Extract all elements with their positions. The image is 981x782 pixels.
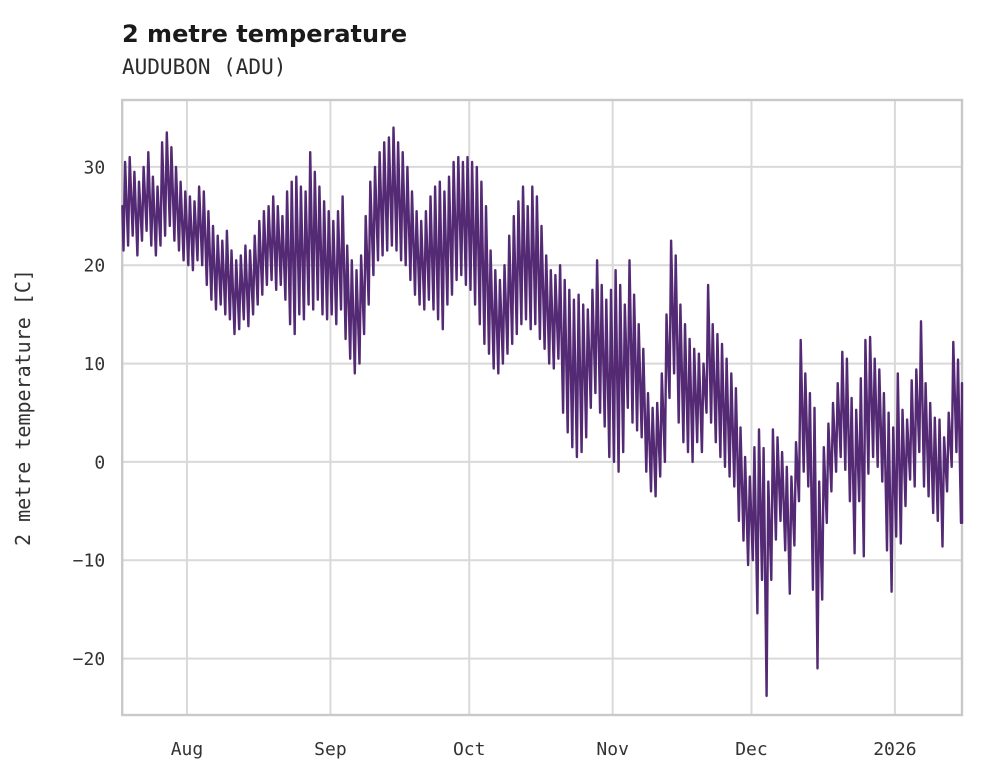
- temperature-line: [121, 126, 964, 698]
- y-axis-label: 2 metre temperature [C]: [11, 269, 35, 546]
- x-tick-labels: Aug Sep Oct Nov Dec 2026: [171, 739, 917, 760]
- plot-border: [120, 98, 964, 717]
- y-tick-label: 10: [84, 354, 106, 375]
- y-tick-label: 0: [94, 452, 105, 473]
- x-tick-label: Dec: [735, 739, 768, 760]
- x-tick-label: Oct: [453, 739, 486, 760]
- y-tick-labels: 30 20 10 0 −10 −20: [73, 157, 106, 670]
- x-tick-label: Aug: [171, 739, 204, 760]
- chart-title: 2 metre temperature: [122, 20, 407, 48]
- y-tick-label: −20: [73, 649, 106, 670]
- x-tick-label: 2026: [873, 739, 916, 760]
- chart-subtitle: AUDUBON (ADU): [122, 55, 286, 79]
- x-tick-label: Nov: [596, 739, 629, 760]
- y-tick-label: −10: [73, 551, 106, 572]
- y-tick-label: 30: [84, 157, 106, 178]
- gridlines: [122, 100, 962, 715]
- y-tick-label: 20: [84, 256, 106, 277]
- x-tick-label: Sep: [314, 739, 347, 760]
